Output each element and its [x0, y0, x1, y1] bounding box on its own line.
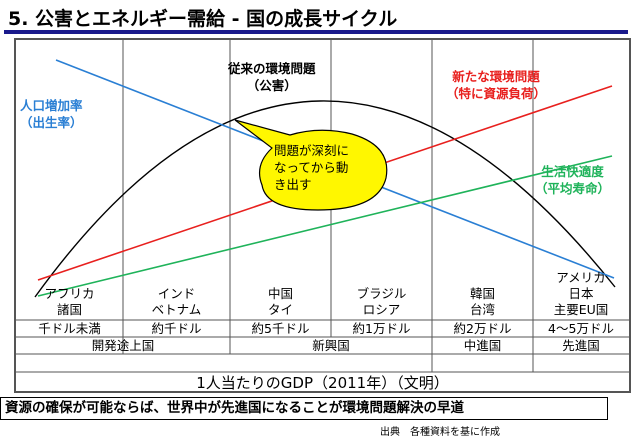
- callout-text: 問題が深刻に なってから動 き出す: [274, 142, 349, 193]
- population-growth-label: 人口増加率 （出生率）: [20, 97, 83, 131]
- callout-line3: き出す: [274, 177, 312, 192]
- environment-problem-curve: [34, 100, 616, 298]
- country-name: 日本: [568, 286, 594, 301]
- country-name: タイ: [267, 302, 293, 317]
- country-cell-china: 中国 タイ: [230, 286, 331, 318]
- life-quality-line: [37, 155, 613, 297]
- environment-problem-label: 従来の環境問題 （公害）: [228, 60, 316, 94]
- country-cell-usa: アメリカ 日本 主要EU国: [533, 270, 629, 318]
- slide-title: 5. 公害とエネルギー需給 - 国の成長サイクル: [8, 8, 398, 30]
- population-label-line1: 人口増加率: [20, 98, 83, 113]
- income-cell: 約5千ドル: [251, 321, 310, 336]
- country-name: インド: [157, 286, 196, 301]
- country-name: 台湾: [469, 302, 495, 317]
- life-label-line2: （平均寿命）: [535, 181, 611, 196]
- stage-developing: 開発途上国: [91, 338, 155, 353]
- country-cell-korea: 韓国 台湾: [432, 286, 533, 318]
- stage-advanced: 先進国: [562, 338, 600, 353]
- callout-line1: 問題が深刻に: [274, 143, 350, 158]
- gdp-axis-label: 1人当たりのGDP（2011年）（文明）: [196, 374, 449, 392]
- income-cell: 約1万ドル: [352, 321, 411, 336]
- diagram-frame: [14, 38, 631, 393]
- title-underline: [4, 30, 628, 34]
- country-name: ロシア: [362, 302, 401, 317]
- environment-label-line2: （公害）: [246, 78, 297, 93]
- life-label-line1: 生活快適度: [541, 164, 604, 179]
- new-env-label-line2: （特に資源負荷）: [446, 86, 547, 101]
- source-note: 出典 各種資料を基に作成: [380, 427, 500, 438]
- new-environment-problem-label: 新たな環境問題 （特に資源負荷）: [446, 68, 546, 102]
- country-cell-africa: アフリカ 諸国: [16, 286, 123, 318]
- population-label-line2: （出生率）: [20, 115, 83, 130]
- conclusion-box: 資源の確保が可能ならば、世界中が先進国になることが環境問題解決の早道: [0, 397, 608, 420]
- callout-line2: なってから動: [274, 160, 349, 175]
- new-env-label-line1: 新たな環境問題: [452, 69, 540, 84]
- income-cell: 千ドル未満: [38, 321, 101, 336]
- stage-middle: 中進国: [463, 338, 502, 353]
- income-cell: 約2万ドル: [453, 321, 512, 336]
- country-cell-brazil: ブラジル ロシア: [331, 286, 432, 318]
- country-cell-india: インド ベトナム: [123, 286, 230, 318]
- environment-label-line1: 従来の環境問題: [228, 61, 316, 76]
- income-cell: 4～5万ドル: [548, 321, 614, 336]
- country-name: 主要EU国: [553, 302, 609, 317]
- country-name: アメリカ: [556, 270, 606, 285]
- country-name: ベトナム: [151, 302, 202, 317]
- country-name: 諸国: [56, 302, 82, 317]
- country-name: 韓国: [469, 286, 495, 301]
- country-name: アフリカ: [44, 286, 95, 301]
- callout-bubble: [234, 119, 388, 211]
- stage-emerging: 新興国: [312, 338, 350, 353]
- country-name: 中国: [267, 286, 293, 301]
- country-name: ブラジル: [356, 286, 407, 301]
- life-quality-label: 生活快適度 （平均寿命）: [535, 163, 610, 197]
- income-cell: 約千ドル: [151, 321, 202, 336]
